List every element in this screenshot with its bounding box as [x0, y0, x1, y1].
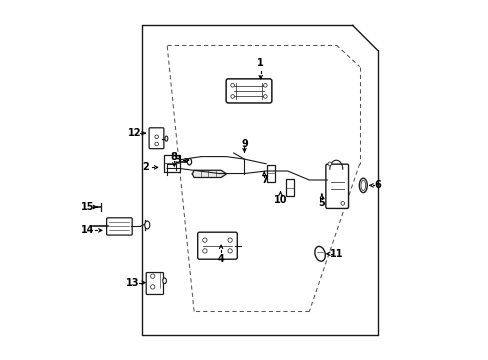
Circle shape	[230, 95, 234, 98]
FancyBboxPatch shape	[225, 79, 271, 103]
Text: 1: 1	[257, 58, 264, 68]
Text: 5: 5	[318, 198, 325, 208]
Circle shape	[203, 238, 206, 242]
Text: 6: 6	[373, 180, 380, 190]
Text: 12: 12	[128, 128, 141, 138]
Circle shape	[227, 249, 232, 253]
FancyBboxPatch shape	[106, 218, 132, 235]
Circle shape	[203, 249, 206, 253]
Ellipse shape	[187, 158, 191, 165]
Bar	[285, 179, 293, 196]
Circle shape	[263, 95, 266, 98]
Text: 8: 8	[170, 152, 177, 162]
Ellipse shape	[360, 180, 365, 190]
Text: 9: 9	[241, 139, 247, 149]
Text: 15: 15	[81, 202, 95, 212]
Circle shape	[150, 274, 155, 278]
Circle shape	[327, 162, 331, 166]
Bar	[163, 155, 179, 172]
Ellipse shape	[164, 136, 167, 141]
Ellipse shape	[314, 246, 325, 261]
Text: 10: 10	[273, 195, 286, 205]
Text: 4: 4	[217, 254, 224, 264]
Text: 7: 7	[261, 175, 267, 185]
Bar	[266, 165, 274, 182]
Circle shape	[155, 142, 158, 146]
Ellipse shape	[359, 178, 366, 193]
Text: 13: 13	[126, 278, 140, 288]
FancyBboxPatch shape	[146, 273, 163, 294]
Circle shape	[340, 202, 344, 205]
Text: 11: 11	[329, 249, 343, 259]
FancyBboxPatch shape	[325, 164, 348, 208]
Ellipse shape	[163, 278, 166, 284]
Text: 14: 14	[81, 225, 95, 235]
Ellipse shape	[144, 221, 149, 229]
Circle shape	[150, 285, 155, 289]
Polygon shape	[192, 170, 226, 177]
Text: 2: 2	[142, 162, 148, 172]
Text: 3: 3	[174, 155, 181, 165]
Circle shape	[227, 238, 232, 242]
Circle shape	[230, 84, 234, 87]
FancyBboxPatch shape	[149, 128, 163, 149]
Circle shape	[263, 84, 266, 87]
Circle shape	[155, 135, 158, 139]
FancyBboxPatch shape	[197, 232, 237, 259]
